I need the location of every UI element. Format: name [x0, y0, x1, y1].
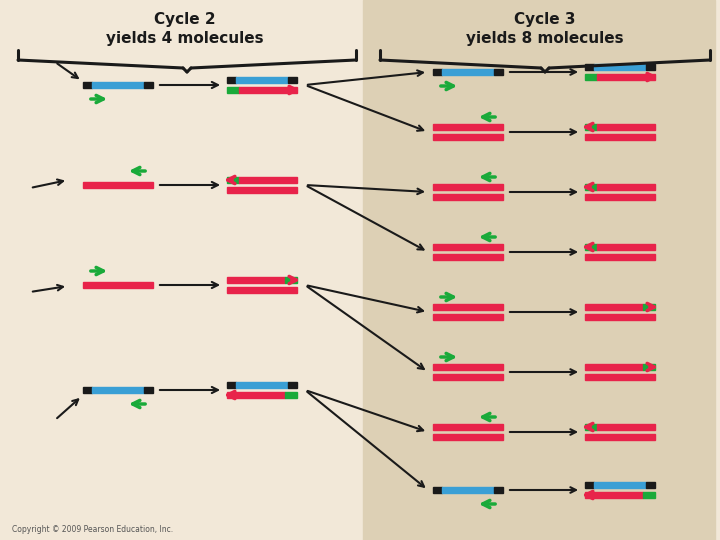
- Bar: [585, 424, 597, 430]
- Bar: [646, 64, 655, 70]
- Bar: [597, 74, 655, 80]
- Bar: [288, 77, 297, 83]
- Bar: [433, 374, 503, 380]
- Text: Cycle 2
yields 4 molecules: Cycle 2 yields 4 molecules: [106, 12, 264, 45]
- Bar: [585, 314, 655, 320]
- Bar: [285, 277, 297, 283]
- Bar: [433, 364, 503, 370]
- Bar: [83, 82, 92, 88]
- Bar: [585, 194, 655, 200]
- Bar: [227, 187, 297, 193]
- Bar: [597, 124, 655, 130]
- Bar: [433, 487, 442, 493]
- Bar: [239, 87, 297, 93]
- Bar: [92, 387, 144, 393]
- Bar: [285, 392, 297, 398]
- Bar: [585, 184, 597, 190]
- Bar: [83, 387, 92, 393]
- Bar: [442, 69, 494, 75]
- Bar: [433, 194, 503, 200]
- Bar: [433, 254, 503, 260]
- Bar: [442, 487, 494, 493]
- Bar: [227, 287, 297, 293]
- Bar: [227, 77, 236, 83]
- Bar: [227, 392, 285, 398]
- Bar: [585, 124, 597, 130]
- Bar: [585, 364, 643, 370]
- Bar: [236, 77, 288, 83]
- Bar: [433, 434, 503, 440]
- Bar: [643, 304, 655, 310]
- Bar: [494, 69, 503, 75]
- Text: Copyright © 2009 Pearson Education, Inc.: Copyright © 2009 Pearson Education, Inc.: [12, 525, 173, 534]
- Bar: [433, 424, 503, 430]
- Bar: [433, 184, 503, 190]
- Bar: [594, 64, 646, 70]
- Bar: [597, 424, 655, 430]
- Bar: [597, 184, 655, 190]
- Bar: [585, 244, 597, 250]
- Bar: [643, 492, 655, 498]
- Bar: [594, 482, 646, 488]
- Bar: [433, 124, 503, 130]
- Bar: [144, 387, 153, 393]
- Bar: [83, 282, 153, 288]
- Bar: [585, 64, 594, 70]
- Bar: [227, 177, 239, 183]
- Bar: [236, 382, 288, 388]
- Bar: [585, 74, 597, 80]
- Bar: [288, 382, 297, 388]
- Bar: [585, 482, 594, 488]
- Bar: [646, 482, 655, 488]
- Bar: [239, 177, 297, 183]
- Bar: [144, 82, 153, 88]
- Bar: [585, 374, 655, 380]
- Bar: [585, 254, 655, 260]
- Bar: [227, 87, 239, 93]
- Bar: [433, 304, 503, 310]
- Bar: [227, 277, 285, 283]
- Bar: [433, 314, 503, 320]
- Bar: [494, 487, 503, 493]
- Bar: [643, 364, 655, 370]
- Bar: [92, 82, 144, 88]
- Bar: [227, 382, 236, 388]
- Bar: [585, 492, 643, 498]
- Bar: [83, 182, 153, 188]
- Bar: [585, 134, 655, 140]
- Bar: [363, 0, 715, 540]
- Bar: [433, 134, 503, 140]
- Text: Cycle 3
yields 8 molecules: Cycle 3 yields 8 molecules: [466, 12, 624, 45]
- Bar: [433, 244, 503, 250]
- Bar: [585, 304, 643, 310]
- Bar: [585, 434, 655, 440]
- Bar: [597, 244, 655, 250]
- Bar: [433, 69, 442, 75]
